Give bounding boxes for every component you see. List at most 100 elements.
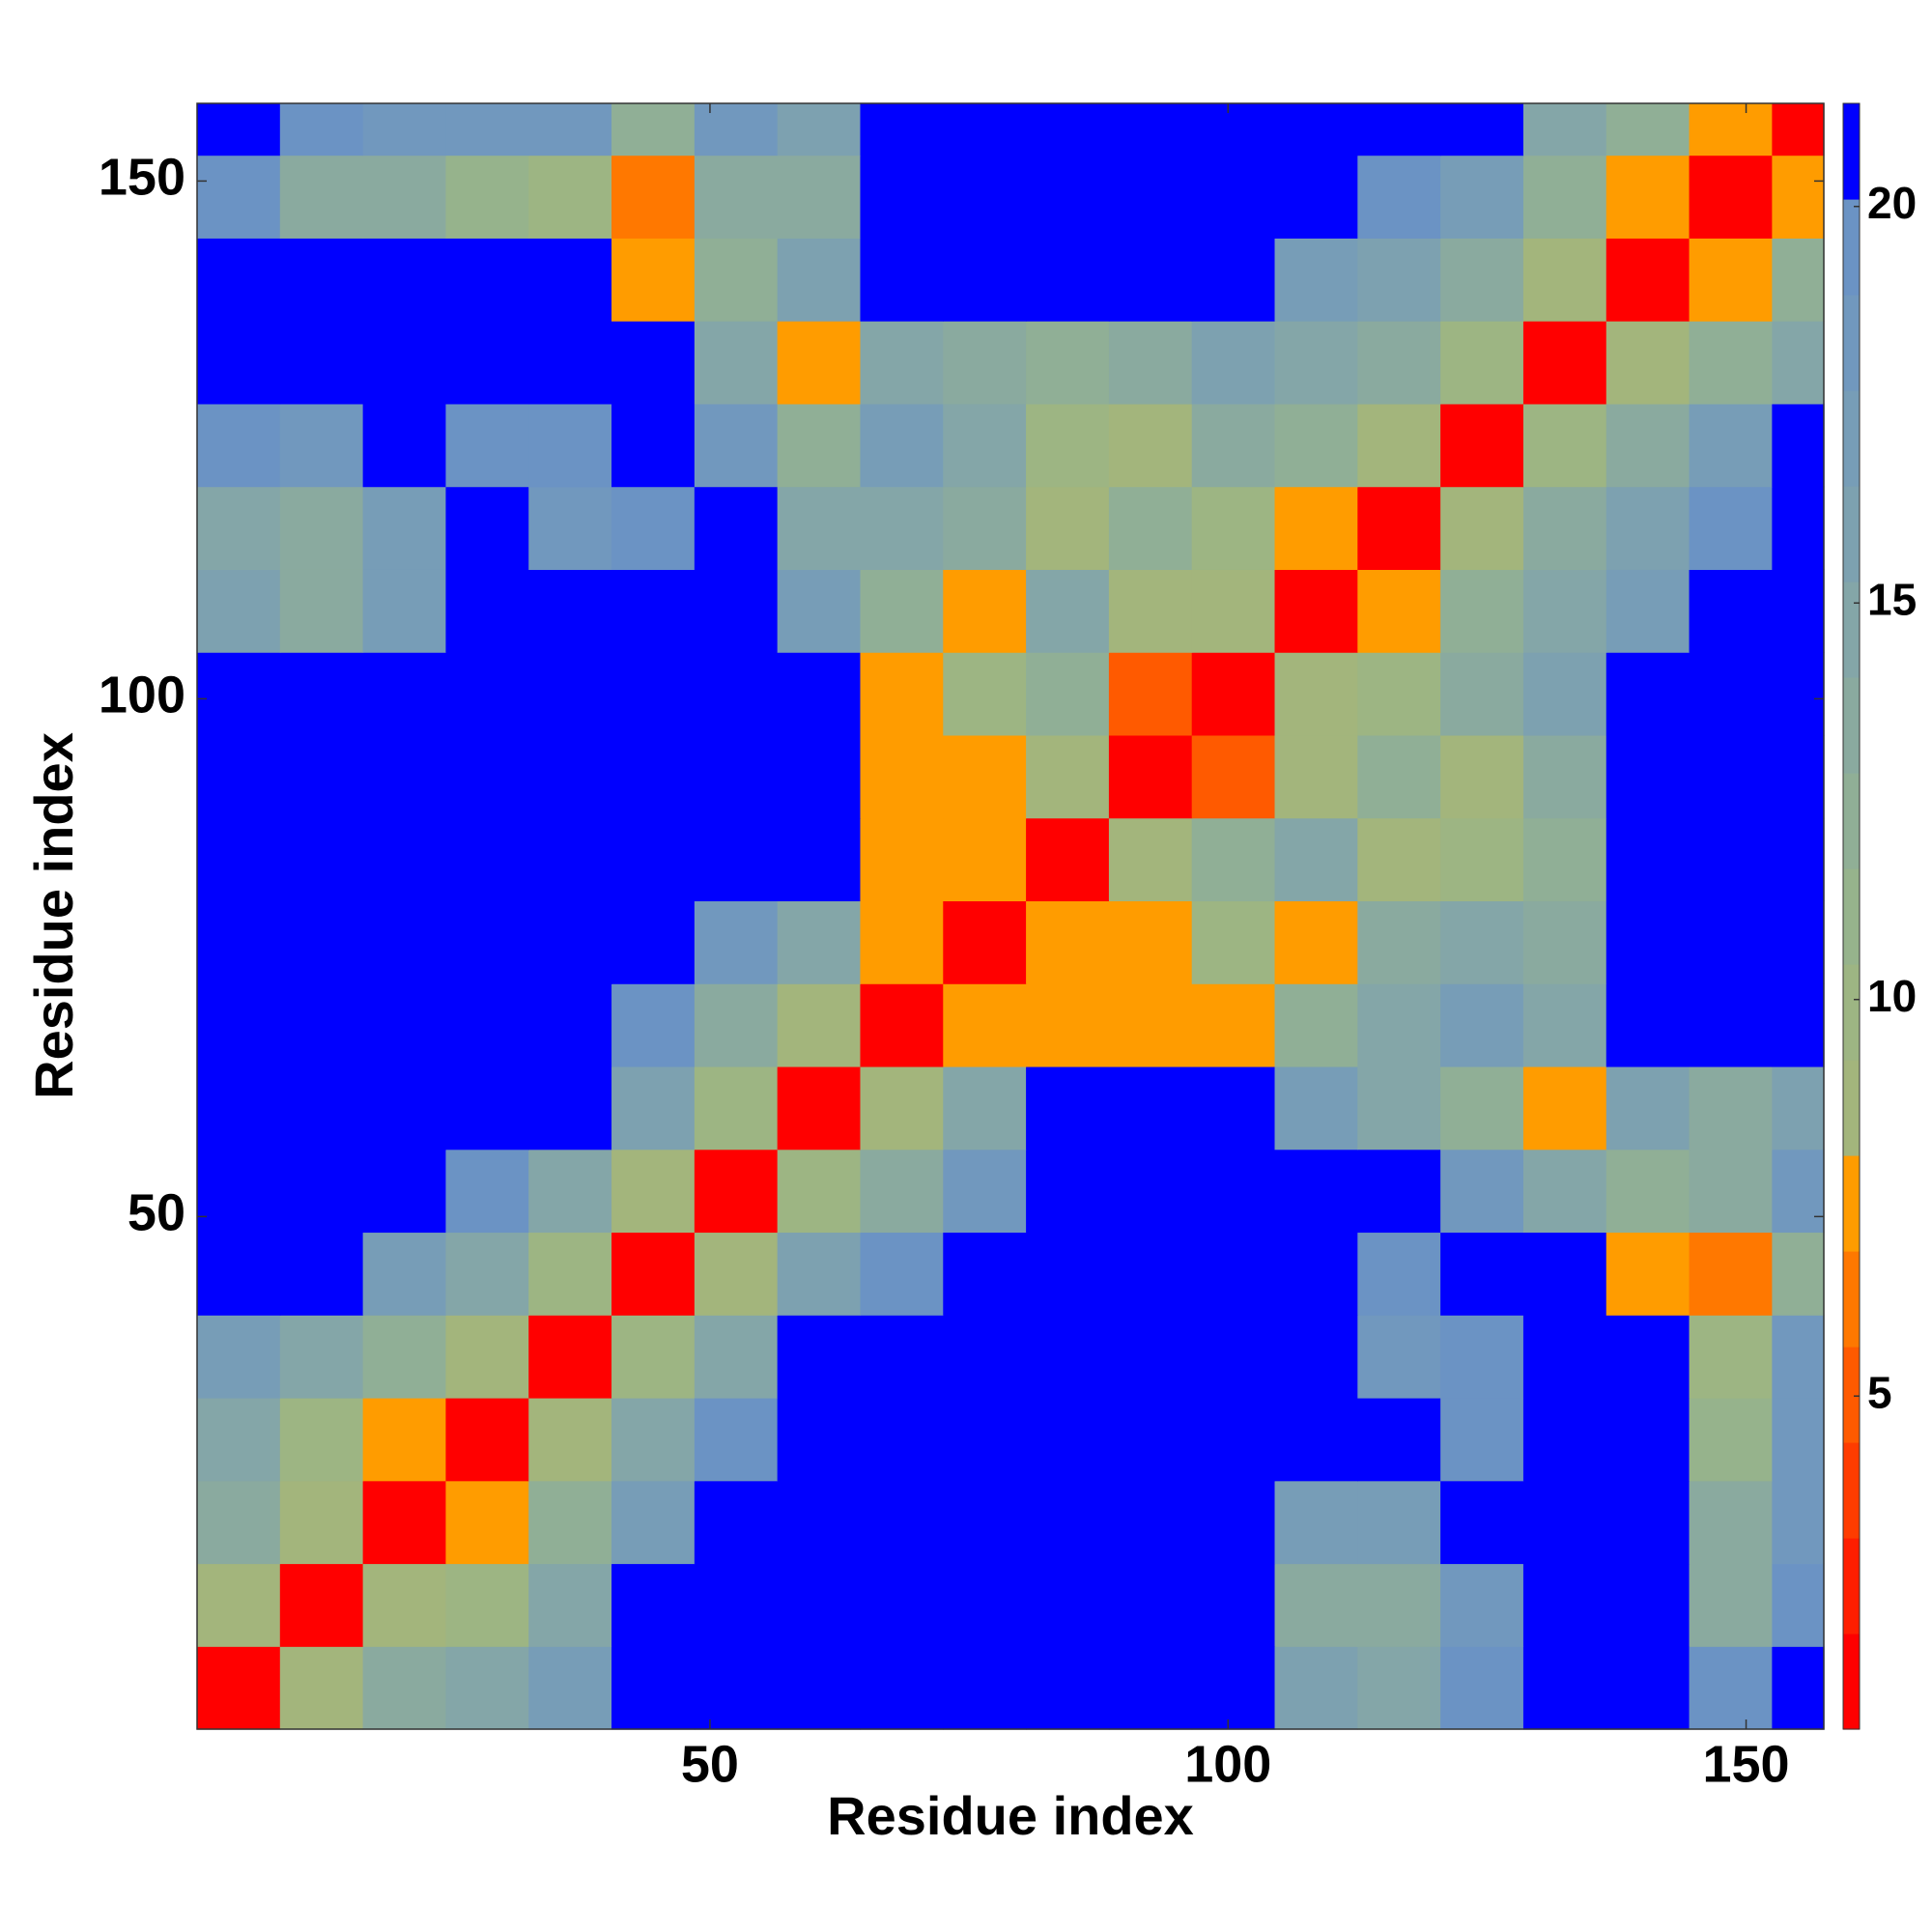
heatmap-cell [1026,1149,1110,1234]
heatmap-cell [1026,403,1110,488]
heatmap-cell [1772,1480,1825,1565]
heatmap-cell [1605,1646,1690,1730]
heatmap-cell [1357,1232,1441,1316]
heatmap-cell [943,1480,1027,1565]
heatmap-cell [197,1480,281,1565]
heatmap-cell [362,983,447,1067]
heatmap-cell [1772,1397,1825,1482]
heatmap-cell [777,103,862,156]
heatmap-cell [1274,983,1358,1067]
heatmap-cell [528,569,612,653]
heatmap-cell [528,1149,612,1234]
heatmap-cell [1191,1563,1276,1647]
heatmap-cell [694,983,779,1067]
heatmap-cell [1772,321,1825,405]
heatmap-cell [777,1480,862,1565]
heatmap-cell [1772,486,1825,570]
heatmap-cell [1108,1397,1193,1482]
heatmap-cell [611,817,696,902]
heatmap-cell [943,900,1027,984]
colorbar-band [1843,390,1860,487]
heatmap-cell [279,155,364,239]
heatmap-cell [1357,1397,1441,1482]
colorbar-frame [1842,102,1861,1730]
heatmap-cell [1522,1232,1607,1316]
heatmap-cell [611,486,696,570]
heatmap-cell [197,103,281,156]
heatmap-cell [445,403,529,488]
heatmap-cell [1522,652,1607,736]
heatmap-cell [943,321,1027,405]
heatmap-cell [1274,1480,1358,1565]
heatmap-cell [362,1315,447,1399]
heatmap-cell [1689,817,1773,902]
heatmap-cell [197,403,281,488]
heatmap-cell [1522,1397,1607,1482]
heatmap-cell [1191,569,1276,653]
x-tick-label: 50 [681,1735,739,1793]
heatmap-cell [279,983,364,1067]
heatmap-cell [279,1149,364,1234]
heatmap-cell [445,652,529,736]
heatmap-cell [1357,155,1441,239]
heatmap-cell [1689,1563,1773,1647]
heatmap-cell [694,486,779,570]
heatmap-cell [197,1563,281,1647]
heatmap-cell [1026,238,1110,322]
heatmap-cell [1605,569,1690,653]
heatmap-cell [1357,900,1441,984]
heatmap-cell [1026,983,1110,1067]
heatmap-cell [860,1480,944,1565]
heatmap-cell [860,1065,944,1151]
heatmap-cell [1357,1315,1441,1399]
heatmap-cell [197,1232,281,1316]
heatmap-cell [1357,983,1441,1067]
heatmap-cell [611,238,696,322]
colorbar-band [1843,295,1860,391]
heatmap-cell [1772,103,1825,156]
heatmap-cell [279,403,364,488]
heatmap-cell [860,652,944,736]
colorbar-tick-label: 15 [1867,574,1917,624]
heatmap-cell [362,817,447,902]
colorbar-band [1843,103,1860,200]
x-tick-label: 150 [1702,1735,1789,1793]
heatmap-cell [1772,817,1825,902]
heatmap-cell [1191,155,1276,239]
heatmap-cell [1108,403,1193,488]
heatmap-cell [279,486,364,570]
heatmap-cell [694,1315,779,1399]
heatmap-cell [1522,1149,1607,1234]
heatmap-cell [279,321,364,405]
heatmap-cell [1108,238,1193,322]
heatmap-cell [279,652,364,736]
heatmap-cell [860,1315,944,1399]
heatmap-cell [1026,900,1110,984]
x-axis-label: Residue index [827,1785,1194,1846]
heatmap-cell [445,1149,529,1234]
heatmap-cell [197,1646,281,1730]
heatmap-cell [1689,238,1773,322]
heatmap-cell [1772,1315,1825,1399]
heatmap-cell [1440,983,1524,1067]
heatmap-cell [1440,1315,1524,1399]
heatmap-cell [528,1315,612,1399]
heatmap-cell [777,1065,862,1151]
heatmap-cell [611,155,696,239]
heatmap-cell [694,1149,779,1234]
heatmap-cell [362,238,447,322]
heatmap-cell [1605,1315,1690,1399]
heatmap-cell [1605,1065,1690,1151]
heatmap [197,103,1825,1730]
heatmap-cell [943,403,1027,488]
heatmap-cell [611,403,696,488]
heatmap-cell [1026,321,1110,405]
heatmap-cell [611,983,696,1067]
heatmap-cell [279,734,364,819]
colorbar-band [1843,868,1860,965]
heatmap-cell [362,1065,447,1151]
heatmap-cell [1440,486,1524,570]
heatmap-cell [777,652,862,736]
heatmap-cell [943,983,1027,1067]
heatmap-cell [694,1232,779,1316]
